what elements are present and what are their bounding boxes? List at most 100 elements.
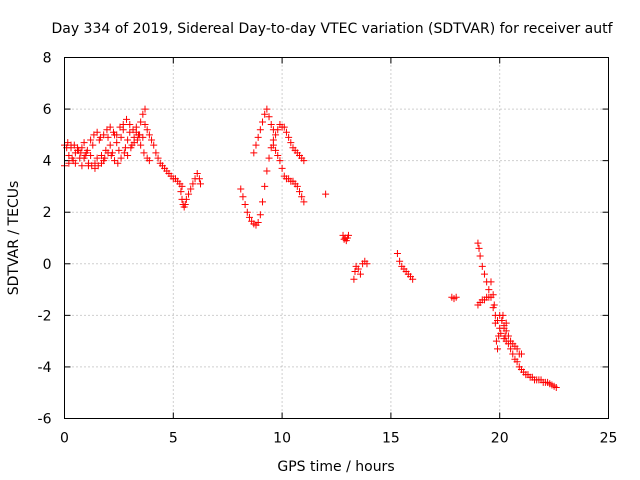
data-point <box>504 340 512 348</box>
data-point <box>274 126 282 134</box>
series-track-g <box>250 105 308 165</box>
data-point <box>254 219 262 227</box>
data-point <box>143 126 151 134</box>
data-point <box>265 154 273 162</box>
data-point <box>78 162 86 170</box>
data-point <box>124 151 132 159</box>
series-track-k <box>350 257 371 283</box>
data-point <box>300 157 308 165</box>
y-tick-label: 4 <box>43 154 52 170</box>
data-point <box>287 139 295 147</box>
data-point <box>101 154 109 162</box>
data-point <box>350 275 358 283</box>
data-point <box>64 139 72 147</box>
data-point <box>259 118 267 126</box>
x-tick-label: 20 <box>491 431 509 447</box>
x-tick-label: 15 <box>382 431 400 447</box>
data-point <box>452 293 460 301</box>
series-track-d <box>141 121 186 190</box>
y-tick-label: 8 <box>43 51 52 67</box>
series-track-b <box>61 115 147 162</box>
data-point <box>476 252 484 260</box>
data-point <box>243 208 251 216</box>
data-point <box>300 198 308 206</box>
data-point <box>119 121 127 129</box>
data-point <box>272 131 280 139</box>
data-point <box>267 121 275 129</box>
data-point <box>480 270 488 278</box>
data-point <box>150 141 158 149</box>
data-point <box>276 157 284 165</box>
data-point <box>285 133 293 141</box>
data-point <box>485 293 493 301</box>
data-point <box>263 105 271 113</box>
data-point <box>193 170 201 178</box>
data-point <box>500 324 508 332</box>
data-point <box>115 146 123 154</box>
data-point <box>185 190 193 198</box>
data-point <box>139 133 147 141</box>
data-point <box>552 384 560 392</box>
y-tick-label: -6 <box>38 412 52 428</box>
data-point <box>123 115 131 123</box>
data-point <box>494 345 502 353</box>
series-track-c <box>65 136 153 172</box>
data-point <box>152 149 160 157</box>
data-point <box>93 154 101 162</box>
data-point <box>140 149 148 157</box>
data-point <box>124 136 132 144</box>
data-point <box>117 154 125 162</box>
data-point <box>265 113 273 121</box>
data-point <box>139 110 147 118</box>
data-point <box>78 144 86 152</box>
series-track-h <box>269 141 308 206</box>
data-point <box>393 249 401 257</box>
data-point <box>89 141 97 149</box>
series-track-i <box>322 190 330 198</box>
data-point <box>497 329 505 337</box>
data-point <box>237 185 245 193</box>
data-point <box>363 260 371 268</box>
data-point <box>354 265 362 273</box>
data-point <box>87 136 95 144</box>
data-point <box>71 159 79 167</box>
data-point <box>274 151 282 159</box>
data-point <box>114 159 122 167</box>
data-point <box>475 244 483 252</box>
y-tick-label: -4 <box>38 360 52 376</box>
data-point <box>278 164 286 172</box>
data-point <box>499 311 507 319</box>
data-point <box>133 136 141 144</box>
data-point <box>487 278 495 286</box>
data-point <box>490 301 498 309</box>
data-point <box>509 350 517 358</box>
data-point <box>127 144 135 152</box>
data-point <box>502 319 510 327</box>
data-point <box>261 110 269 118</box>
data-point <box>97 159 105 167</box>
data-point <box>322 190 330 198</box>
grid-layer <box>64 57 609 419</box>
x-tick-label: 25 <box>600 431 618 447</box>
data-point <box>145 157 153 165</box>
data-point <box>141 105 149 113</box>
y-tick-label: 0 <box>43 257 52 273</box>
data-point <box>256 126 264 134</box>
data-point <box>100 131 108 139</box>
data-point <box>250 149 258 157</box>
data-point <box>126 121 134 129</box>
data-point <box>106 141 114 149</box>
data-point <box>344 231 352 239</box>
data-point <box>513 358 521 366</box>
data-point <box>259 198 267 206</box>
series-track-o <box>474 278 510 353</box>
data-point <box>517 350 525 358</box>
data-point <box>298 193 306 201</box>
data-point <box>107 151 115 159</box>
data-point <box>245 213 253 221</box>
data-point <box>261 182 269 190</box>
y-tick-label: -2 <box>38 308 52 324</box>
data-point <box>178 182 186 190</box>
data-point <box>117 133 125 141</box>
